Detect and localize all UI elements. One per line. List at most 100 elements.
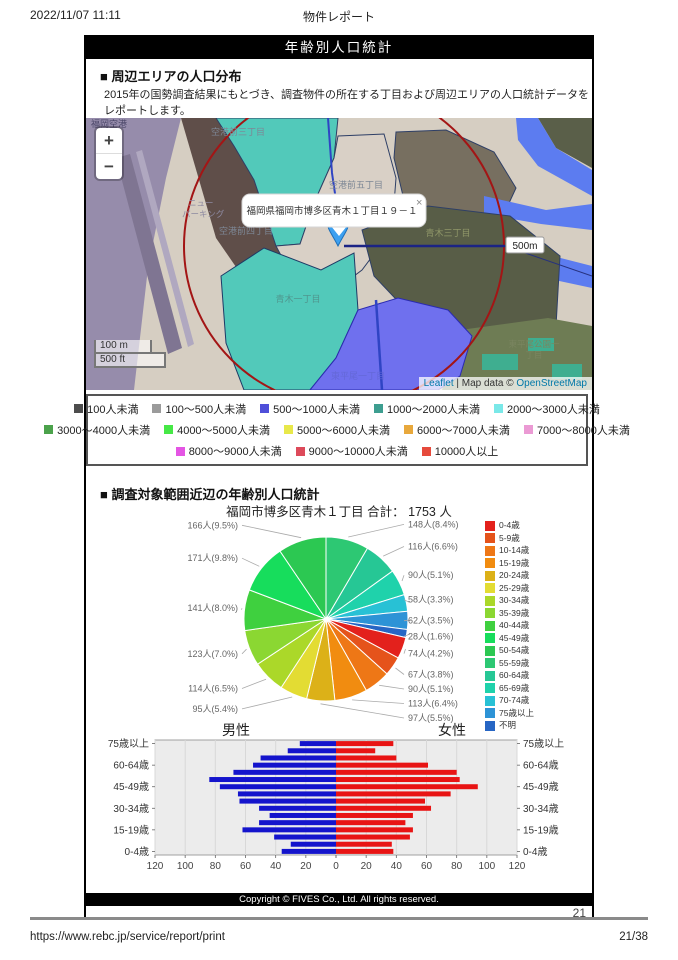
map-place-labels: 福岡空港 空港前三丁目 空港前五丁目 空港前四丁目 青木三丁目 青木一丁目 東平… xyxy=(91,118,560,381)
pie-slice-label: 116人(6.6%) xyxy=(408,542,458,552)
pyramid-xtick: 100 xyxy=(177,861,194,872)
legend-label: 65-69歳 xyxy=(499,682,530,693)
pyramid-ylabel: 60-64歳 xyxy=(523,760,559,772)
pyramid-ylabel: 15-19歳 xyxy=(523,824,559,836)
legend-label: 25-29歳 xyxy=(499,582,530,593)
pyramid-xtick: 80 xyxy=(210,861,222,872)
map-legend-item: 6000〜7000人未満 xyxy=(403,422,510,438)
pie-leader-line xyxy=(241,524,302,539)
svg-text:空港前四丁目: 空港前四丁目 xyxy=(219,225,273,236)
pyramid-bar-male-50-54歳 xyxy=(209,777,336,783)
legend-label: 3000〜4000人未満 xyxy=(57,424,151,437)
legend-label: 30-34歳 xyxy=(499,595,530,605)
pie-legend-item: 25-29歳 xyxy=(485,583,534,594)
pie-slice-label: 166人(9.5%) xyxy=(187,520,238,530)
legend-swatch-icon xyxy=(44,425,54,435)
legend-swatch-icon xyxy=(485,558,495,568)
legend-swatch-icon xyxy=(152,404,162,414)
legend-label: 5000〜6000人未満 xyxy=(297,424,390,437)
pyramid-bar-female-55-59歳 xyxy=(336,769,457,775)
pie-leader-line xyxy=(241,678,267,689)
population-range-legend: 100人未満 100〜500人未満 500〜1000人未満 1000〜2000人未満 2… xyxy=(44,394,630,466)
pyramid-bar-female-75歳以上 xyxy=(336,741,394,747)
map-legend-item: 1000〜2000人未満 xyxy=(374,401,480,417)
popup-close-icon[interactable]: × xyxy=(416,197,422,209)
legend-label: 45-49歳 xyxy=(499,632,530,643)
pie-legend-item: 50-54歳 xyxy=(485,645,534,656)
pyramid-ylabel: 75歳以上 xyxy=(523,738,564,750)
print-doc-title: 物件レポート xyxy=(302,10,375,24)
pyramid-ylabel: 30-34歳 xyxy=(113,803,149,815)
leaflet-link[interactable]: Leaflet xyxy=(423,378,454,389)
pie-leader-line xyxy=(403,648,406,654)
pie-slice-label: 58人(3.3%) xyxy=(408,595,454,605)
legend-swatch-icon xyxy=(295,446,305,456)
pyramid-ylabel: 75歳以上 xyxy=(108,738,149,750)
map-legend-item: 500〜1000人未満 xyxy=(260,401,360,417)
legend-label: 7000〜8000人未満 xyxy=(536,424,630,437)
legend-swatch-icon xyxy=(485,683,495,693)
pyramid-bar-female-60-64歳 xyxy=(336,762,429,768)
legend-label: 6000〜7000人未満 xyxy=(416,424,510,437)
osm-link[interactable]: OpenStreetMap xyxy=(516,378,587,389)
pyramid-bar-female-65-69歳 xyxy=(336,755,397,761)
pie-leader-line xyxy=(241,557,260,567)
legend-swatch-icon xyxy=(485,520,495,531)
legend-swatch-icon xyxy=(485,645,495,656)
pie-slice-label: 28人(1.6%) xyxy=(408,631,454,641)
pie-slice-label: 90人(5.1%) xyxy=(408,684,454,694)
pie-leader-line xyxy=(241,648,247,655)
page-number: 21 xyxy=(572,906,586,920)
pie-legend-item: 15-19歳 xyxy=(485,558,534,569)
pyramid-xtick: 80 xyxy=(451,861,463,872)
pie-legend-item: 45-49歳 xyxy=(485,633,534,644)
legend-swatch-icon xyxy=(403,425,413,435)
print-datetime: 2022/11/07 11:11 xyxy=(30,8,121,22)
legend-label: 100〜500人未満 xyxy=(165,403,247,416)
attribution-text: | Map data © xyxy=(453,378,517,389)
map-scale-control: 100 m 500 ft xyxy=(94,340,166,368)
svg-text:福岡空港: 福岡空港 xyxy=(91,118,127,129)
pyramid-ylabel: 30-34歳 xyxy=(523,803,559,815)
zoom-in-button[interactable]: + xyxy=(104,131,114,150)
pie-legend-item: 35-39歳 xyxy=(485,608,534,619)
map-legend-item: 8000〜9000人未満 xyxy=(175,443,282,459)
pyramid-xtick: 120 xyxy=(509,861,526,872)
zoom-out-button[interactable]: − xyxy=(96,153,122,179)
pie-legend-item: 10-14歳 xyxy=(485,545,534,556)
legend-swatch-icon xyxy=(493,404,503,414)
pyramid-ylabel: 45-49歳 xyxy=(523,781,559,793)
pie-legend-item: 70-74歳 xyxy=(485,695,534,706)
pyramid-ylabel: 15-19歳 xyxy=(113,824,149,836)
radius-label: 500m xyxy=(505,236,545,254)
pyramid-bar-female-10-14歳 xyxy=(336,834,410,840)
pyramid-female-title: 女性 xyxy=(438,722,466,738)
legend-swatch-icon xyxy=(485,595,495,606)
pie-slice-label: 141人(8.0%) xyxy=(187,603,238,613)
section2-heading: ■ 調査対象範囲近辺の年齢別人口統計 xyxy=(100,487,320,502)
pyramid-bar-male-10-14歳 xyxy=(274,834,336,840)
svg-text:500m: 500m xyxy=(512,241,537,252)
leaflet-map[interactable]: 500m 福岡空港 空港前三丁目 空港前五丁目 空港前四丁目 青木三丁目 青木一… xyxy=(86,118,592,390)
legend-swatch-icon xyxy=(485,620,495,631)
pyramid-bar-female-15-19歳 xyxy=(336,827,413,833)
pyramid-ylabel: 0-4歳 xyxy=(125,846,149,858)
legend-swatch-icon xyxy=(164,425,174,435)
pyramid-ylabel: 0-4歳 xyxy=(523,846,547,858)
legend-swatch-icon xyxy=(485,633,495,643)
pyramid-bar-female-5-9歳 xyxy=(336,841,392,847)
print-footer-url: https://www.rebc.jp/service/report/print xyxy=(30,931,225,943)
pyramid-bar-male-5-9歳 xyxy=(290,841,336,847)
legend-label: 55-59歳 xyxy=(499,657,530,668)
copyright-bar: Copyright © FIVES Co., Ltd. All rights r… xyxy=(86,893,592,906)
legend-swatch-icon xyxy=(485,545,495,556)
map-legend-item: 10000人以上 xyxy=(421,443,498,459)
svg-text:空港前五丁目: 空港前五丁目 xyxy=(329,179,383,190)
pyramid-bar-male-70-74歳 xyxy=(287,748,336,754)
pyramid-ylabel: 45-49歳 xyxy=(113,781,149,793)
pie-slice-label: 95人(5.4%) xyxy=(192,704,238,714)
map-zoom-control: + − xyxy=(96,128,122,179)
legend-label: 20-24歳 xyxy=(499,570,530,580)
pie-leader-line xyxy=(352,699,405,704)
pyramid-bar-male-60-64歳 xyxy=(253,762,336,768)
